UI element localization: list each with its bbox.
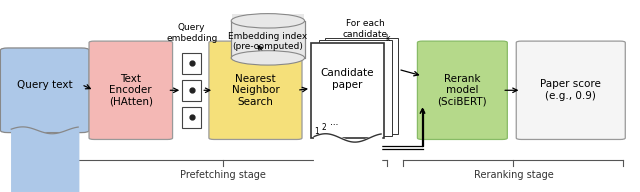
Bar <box>231 21 305 58</box>
Text: Reranking stage: Reranking stage <box>474 170 553 180</box>
Text: Paper score
(e.g., 0.9): Paper score (e.g., 0.9) <box>540 79 601 101</box>
Text: Candidate
paper: Candidate paper <box>321 68 374 90</box>
FancyBboxPatch shape <box>516 41 625 139</box>
Bar <box>182 80 201 101</box>
FancyBboxPatch shape <box>1 48 89 133</box>
Text: Embedding index
(pre-computed): Embedding index (pre-computed) <box>228 31 307 51</box>
Text: 2: 2 <box>321 123 326 132</box>
FancyBboxPatch shape <box>311 43 384 138</box>
FancyBboxPatch shape <box>89 41 173 139</box>
Ellipse shape <box>231 51 305 65</box>
FancyBboxPatch shape <box>325 38 398 134</box>
Text: ⋯: ⋯ <box>330 120 339 129</box>
Ellipse shape <box>231 14 305 28</box>
Bar <box>182 53 201 74</box>
Bar <box>182 107 201 128</box>
Text: k: k <box>385 34 390 43</box>
Text: Prefetching stage: Prefetching stage <box>180 170 266 180</box>
Text: Rerank
model
(SciBERT): Rerank model (SciBERT) <box>438 74 487 107</box>
FancyBboxPatch shape <box>209 41 302 139</box>
Text: Query
embedding: Query embedding <box>166 23 218 43</box>
FancyBboxPatch shape <box>417 41 508 139</box>
Text: 1: 1 <box>314 127 319 136</box>
Text: For each
candidate: For each candidate <box>342 19 388 39</box>
Bar <box>232 14 304 23</box>
Text: Text
Encoder
(HAtten): Text Encoder (HAtten) <box>109 74 153 107</box>
Text: Nearest
Neighbor
Search: Nearest Neighbor Search <box>232 74 279 107</box>
Text: Query text: Query text <box>17 79 72 89</box>
FancyBboxPatch shape <box>319 40 392 136</box>
